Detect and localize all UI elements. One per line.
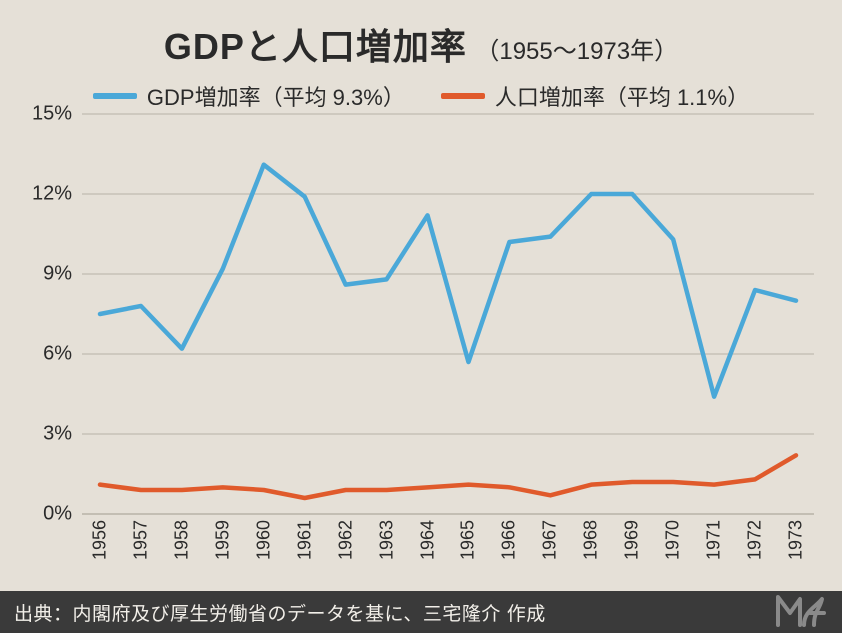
x-tick-label: 1963 [376,520,397,560]
x-tick-label: 1960 [253,520,274,560]
title-sub: （1955〜1973年） [475,38,678,65]
y-tick-label: 15% [18,103,72,126]
x-tick-label: 1964 [417,520,438,560]
chart-area: 0%3%6%9%12%15% 1956195719581959196019611… [18,108,824,572]
publisher-logo-icon [772,589,828,629]
chart-lines [82,114,814,514]
x-tick-label: 1966 [499,520,520,560]
x-tick-label: 1968 [581,520,602,560]
x-tick-label: 1972 [745,520,766,560]
title-main: GDPと人口増加率 [164,26,467,67]
y-tick-label: 3% [18,423,72,446]
x-tick-label: 1957 [130,520,151,560]
x-tick-label: 1956 [90,520,111,560]
x-tick-label: 1961 [294,520,315,560]
y-tick-label: 6% [18,343,72,366]
x-tick-label: 1967 [540,520,561,560]
legend-swatch-gdp [93,93,137,99]
series-line [100,165,796,397]
plot-area [82,114,814,514]
x-tick-label: 1973 [786,520,807,560]
x-tick-label: 1959 [212,520,233,560]
x-tick-label: 1962 [335,520,356,560]
legend-swatch-pop [441,93,485,99]
x-tick-label: 1970 [663,520,684,560]
x-tick-label: 1969 [622,520,643,560]
x-tick-label: 1965 [458,520,479,560]
y-tick-label: 12% [18,183,72,206]
series-line [100,455,796,498]
source-footer: 出典：内閣府及び厚生労働省のデータを基に、三宅隆介 作成 [0,591,842,633]
x-axis-labels: 1956 1957 1958 1959 1960 1961 1962 1963 1964 1965… [82,520,814,572]
y-tick-label: 9% [18,263,72,286]
x-tick-label: 1958 [171,520,192,560]
chart-title: GDPと人口増加率 （1955〜1973年） [0,0,842,70]
x-tick-label: 1971 [704,520,725,560]
y-tick-label: 0% [18,503,72,526]
source-text: 出典：内閣府及び厚生労働省のデータを基に、三宅隆介 作成 [14,599,546,626]
